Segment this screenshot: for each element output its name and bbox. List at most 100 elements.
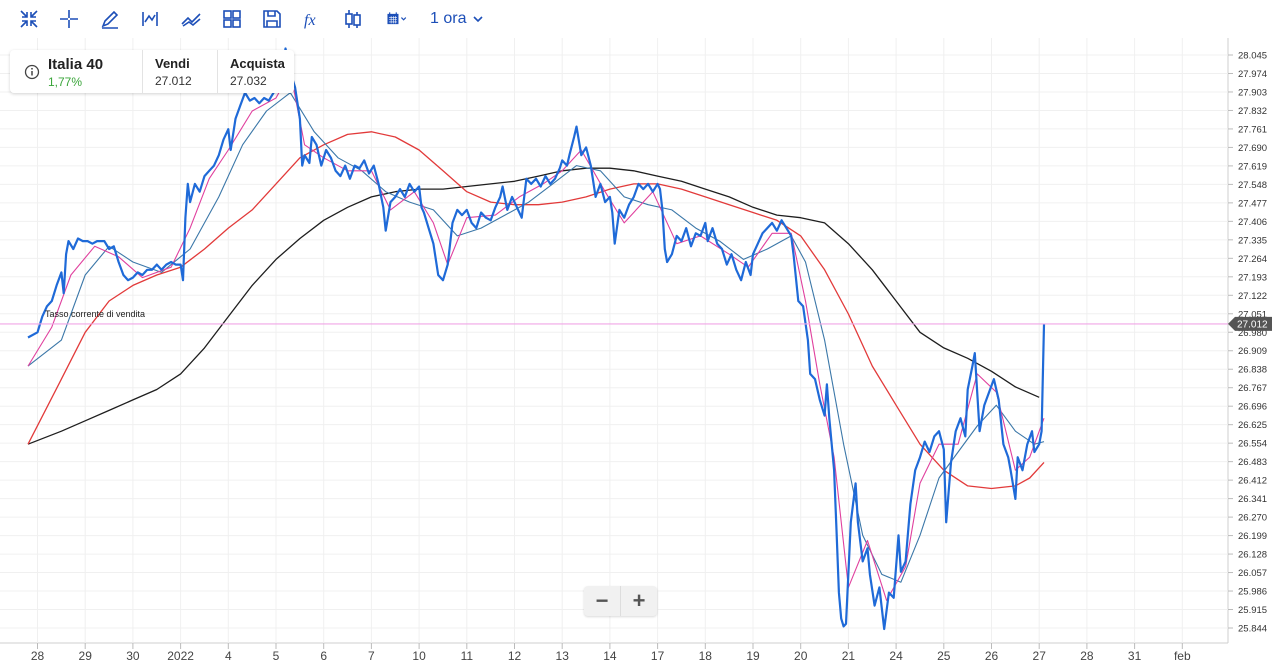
- chevron-down-icon: [473, 16, 484, 23]
- line-tool-icon[interactable]: [136, 6, 164, 32]
- x-tick-label: 17: [651, 649, 665, 663]
- current-price-label: Tasso corrente di vendita: [45, 309, 145, 319]
- x-tick-label: feb: [1174, 649, 1191, 663]
- save-icon[interactable]: [258, 6, 286, 32]
- y-tick-label: 26.483: [1238, 457, 1267, 468]
- chart-series: [27, 47, 1046, 631]
- y-tick-label: 27.406: [1238, 217, 1267, 228]
- x-tick-label: 20: [794, 649, 808, 663]
- x-tick-label: 31: [1128, 649, 1142, 663]
- y-tick-label: 26.625: [1238, 420, 1267, 431]
- y-tick-label: 25.986: [1238, 587, 1267, 598]
- collapse-icon[interactable]: [15, 6, 43, 32]
- y-tick-label: 27.264: [1238, 254, 1267, 265]
- svg-text:fx: fx: [304, 12, 316, 29]
- y-tick-label: 27.974: [1238, 69, 1267, 80]
- y-tick-label: 26.199: [1238, 531, 1267, 542]
- y-tick-label: 26.767: [1238, 383, 1267, 394]
- y-tick-label: 26.696: [1238, 402, 1267, 413]
- x-tick-label: 13: [556, 649, 570, 663]
- x-tick-label: 4: [225, 649, 232, 663]
- sell-value: 27.012: [155, 74, 192, 88]
- mid-ma-series-line: [27, 92, 1045, 583]
- current-price-marker: Tasso corrente di vendita 27.012: [0, 309, 1272, 331]
- x-tick-label: 11: [461, 649, 474, 663]
- y-tick-label: 26.980: [1238, 328, 1267, 339]
- x-tick-label: 18: [699, 649, 713, 663]
- long-ma-series-line: [27, 167, 1040, 445]
- fast-ma-series-line: [27, 71, 1045, 601]
- y-tick-label: 27.051: [1238, 309, 1267, 320]
- x-tick-label: 21: [842, 649, 856, 663]
- instrument-name: Italia 40: [48, 56, 104, 73]
- y-tick-label: 26.412: [1238, 476, 1267, 487]
- x-tick-label: 19: [746, 649, 760, 663]
- x-axis: 28 29 30 2022 4 5 6 7 10 11 12 13 14 17 18 19 20 21 24 25 26…: [31, 643, 1191, 663]
- x-tick-label: 27: [1033, 649, 1047, 663]
- x-tick-label: 5: [273, 649, 280, 663]
- instrument-info-panel: Italia 40 1,77% Vendi 27.012 Acquista 27…: [10, 50, 294, 93]
- buy-label: Acquista: [230, 56, 285, 71]
- zoom-out-button[interactable]: −: [595, 588, 609, 613]
- x-tick-label: 26: [985, 649, 999, 663]
- x-tick-label: 14: [603, 649, 617, 663]
- zoom-in-button[interactable]: +: [620, 586, 657, 616]
- candlestick-icon[interactable]: [339, 6, 367, 32]
- y-axis: 28.045 27.974 27.903 27.832 27.761 27.690 27.6…: [1228, 51, 1267, 635]
- interval-dropdown[interactable]: 1 ora: [430, 8, 484, 30]
- y-tick-label: 26.554: [1238, 439, 1267, 450]
- y-tick-label: 26.128: [1238, 550, 1267, 561]
- y-tick-label: 27.761: [1238, 124, 1267, 135]
- chart-toolbar: fx 1 ora: [0, 0, 1280, 38]
- x-tick-label: 12: [508, 649, 522, 663]
- instrument-title-cell: Italia 40 1,77%: [10, 50, 143, 93]
- chart-grid: [0, 38, 1229, 644]
- current-price-badge: [1228, 316, 1272, 331]
- y-tick-label: 27.477: [1238, 198, 1267, 209]
- current-price-badge-text: 27.012: [1237, 319, 1268, 330]
- y-tick-label: 27.619: [1238, 161, 1267, 172]
- y-tick-label: 28.045: [1238, 51, 1267, 62]
- crosshair-icon[interactable]: [55, 6, 83, 32]
- indicators-fx-icon[interactable]: fx: [298, 6, 326, 32]
- plot-background: [0, 38, 1228, 643]
- y-tick-label: 26.057: [1238, 568, 1267, 579]
- price-chart[interactable]: 28.045 27.974 27.903 27.832 27.761 27.690 27.6…: [0, 38, 1280, 670]
- interval-label: 1 ora: [430, 10, 467, 27]
- y-tick-label: 26.909: [1238, 346, 1267, 357]
- calendar-icon[interactable]: [380, 6, 414, 32]
- zoom-controls: − +: [584, 586, 657, 616]
- y-tick-label: 25.844: [1238, 624, 1267, 635]
- draw-icon[interactable]: [96, 6, 124, 32]
- y-tick-label: 27.832: [1238, 106, 1267, 117]
- x-tick-label: 7: [368, 649, 375, 663]
- y-tick-label: 25.915: [1238, 605, 1267, 616]
- x-tick-label: 28: [31, 649, 45, 663]
- y-tick-label: 27.193: [1238, 272, 1267, 283]
- y-tick-label: 27.122: [1238, 291, 1267, 302]
- slow-ma-series-line: [27, 131, 1045, 490]
- sell-cell[interactable]: Vendi 27.012: [143, 50, 218, 93]
- x-tick-label: 6: [320, 649, 327, 663]
- y-tick-label: 27.690: [1238, 143, 1267, 154]
- info-icon[interactable]: [24, 64, 40, 80]
- x-tick-label: 10: [412, 649, 426, 663]
- compare-icon[interactable]: [177, 6, 205, 32]
- buy-cell[interactable]: Acquista 27.032: [218, 50, 294, 93]
- sell-label: Vendi: [155, 56, 190, 71]
- instrument-change: 1,77%: [48, 75, 83, 89]
- y-tick-label: 26.270: [1238, 513, 1267, 524]
- y-tick-label: 27.548: [1238, 180, 1267, 191]
- layout-grid-icon[interactable]: [218, 6, 246, 32]
- buy-value: 27.032: [230, 74, 267, 88]
- x-tick-label: 28: [1080, 649, 1094, 663]
- x-tick-label: 30: [126, 649, 140, 663]
- x-tick-label: 24: [889, 649, 903, 663]
- x-tick-label: 29: [79, 649, 93, 663]
- y-tick-label: 27.903: [1238, 87, 1267, 98]
- price-series-line: [27, 47, 1046, 631]
- y-tick-label: 26.341: [1238, 494, 1267, 505]
- y-tick-label: 26.838: [1238, 365, 1267, 376]
- x-tick-label: 25: [937, 649, 951, 663]
- y-tick-label: 27.335: [1238, 235, 1267, 246]
